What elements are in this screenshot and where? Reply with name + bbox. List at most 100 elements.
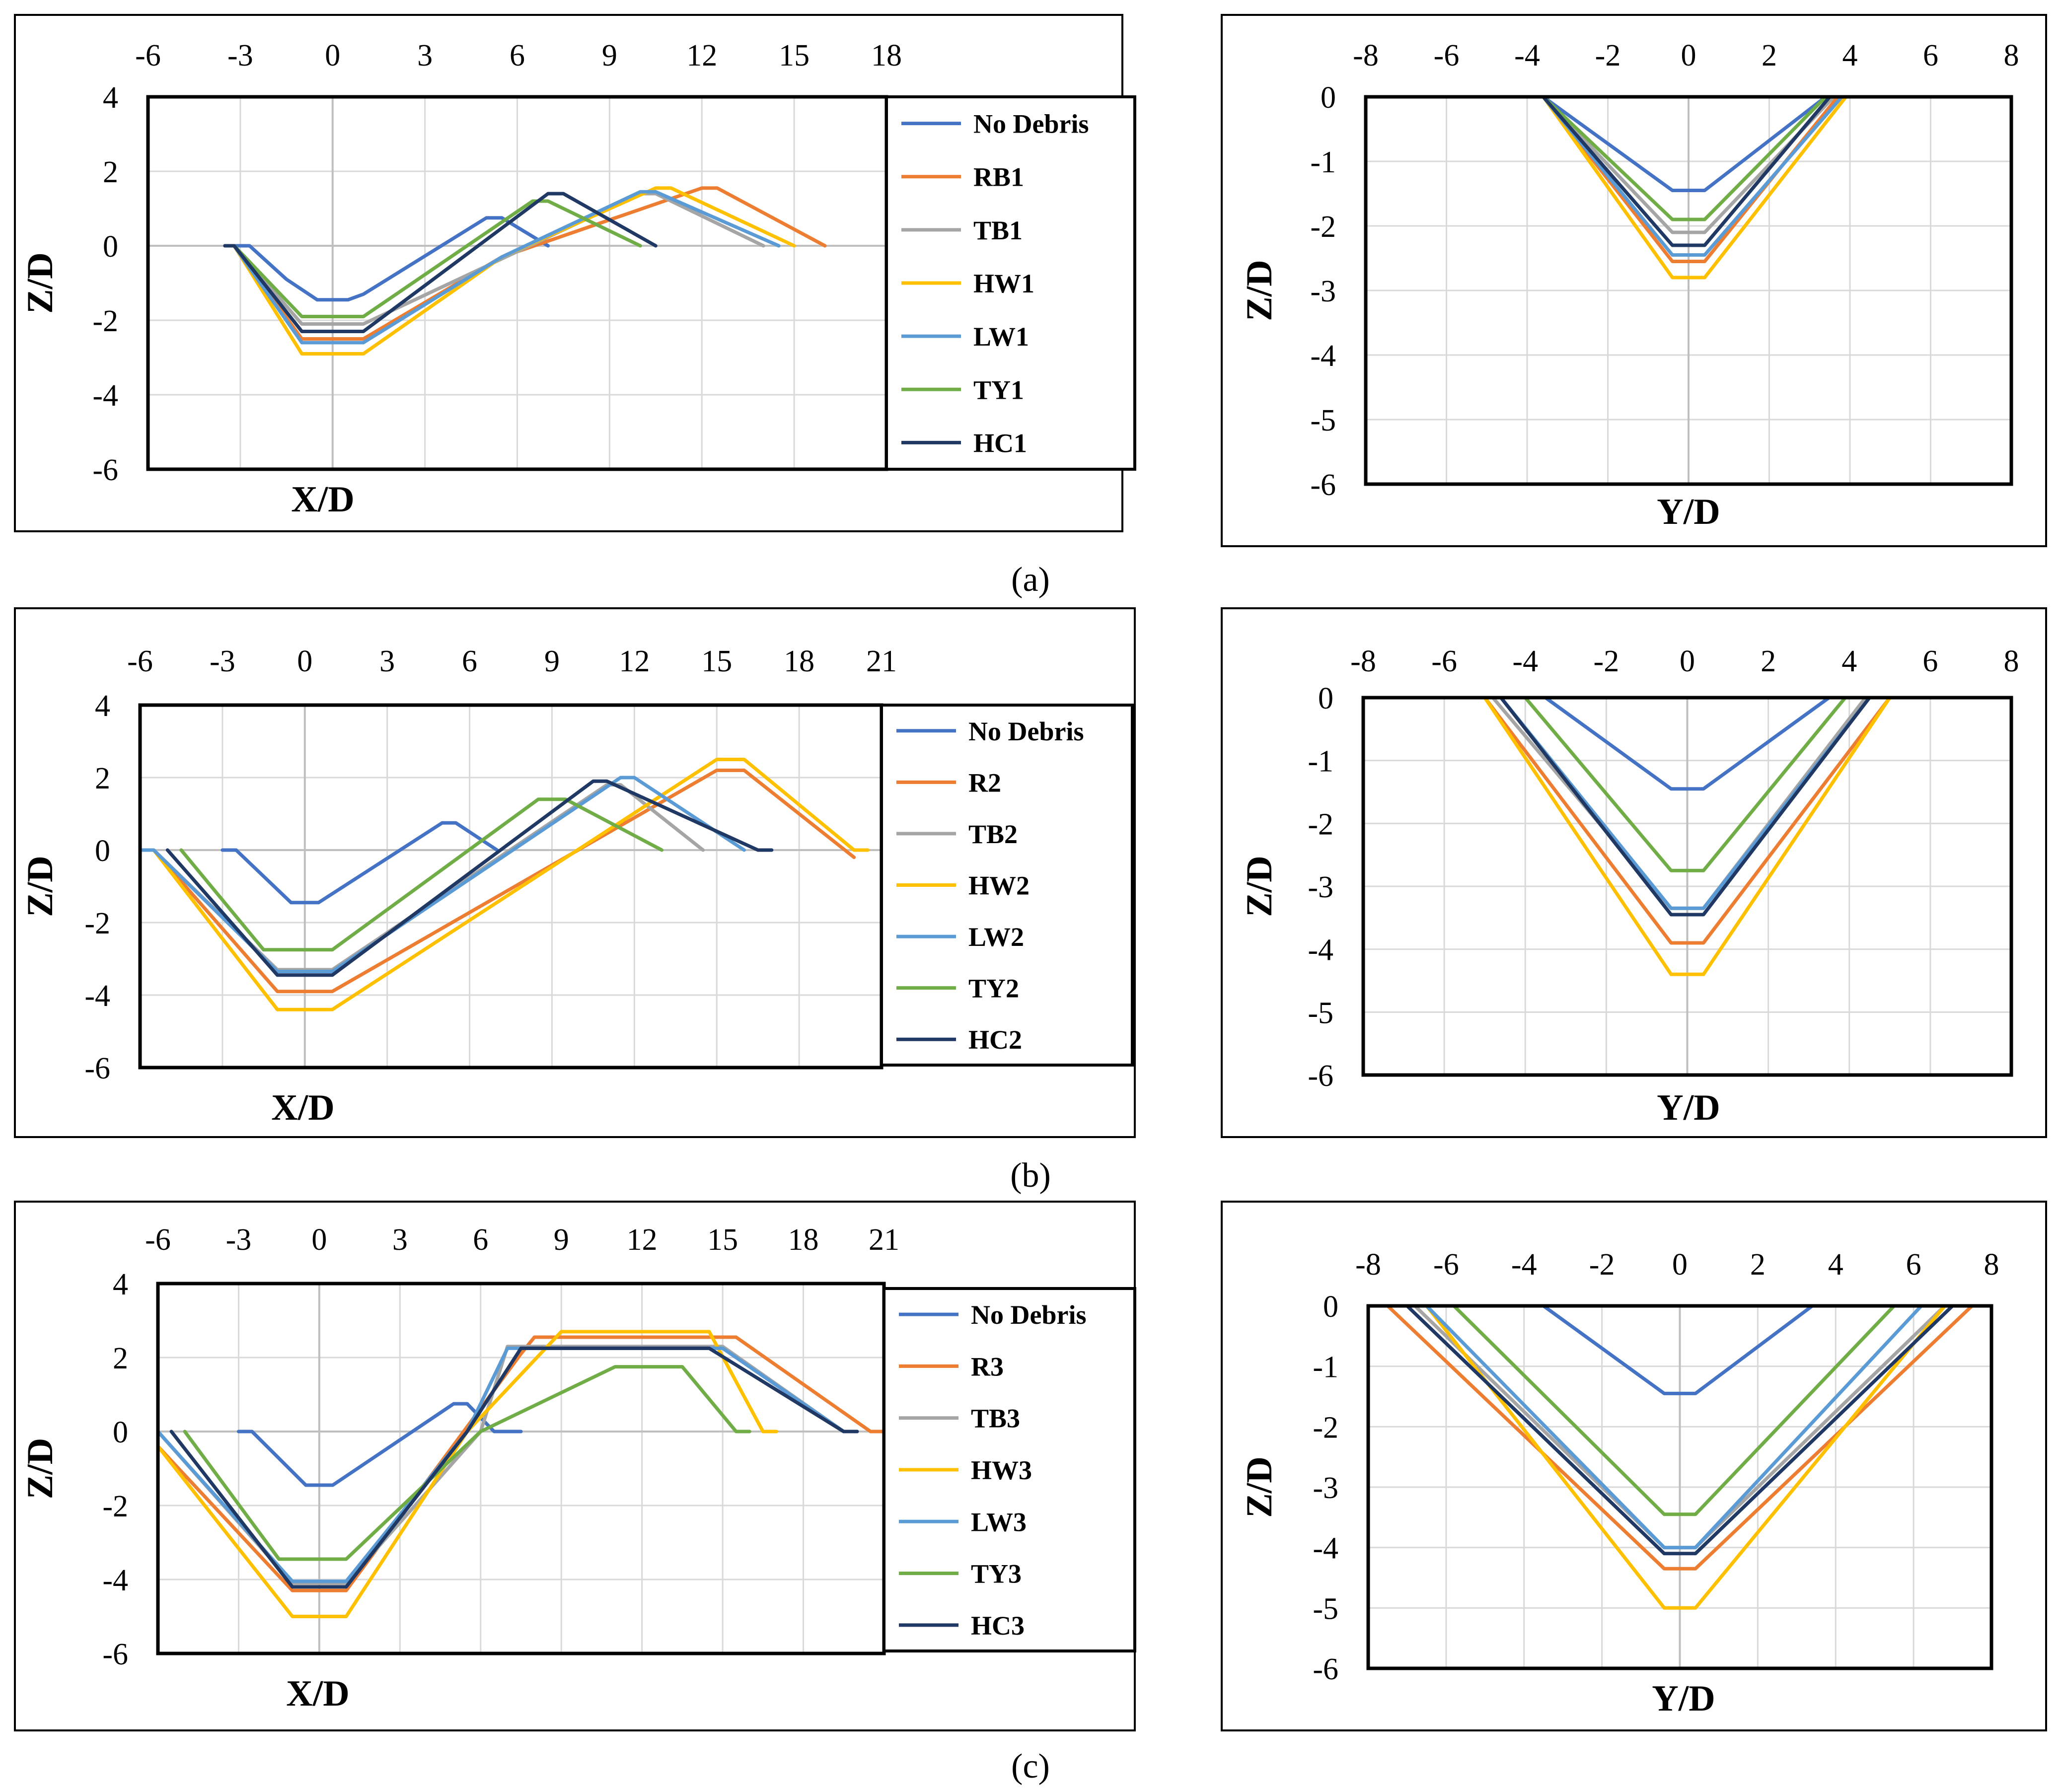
caption-b: (b) <box>1010 1156 1051 1195</box>
y-tick-label: 4 <box>113 1268 128 1301</box>
x-tick-label: 0 <box>1680 645 1695 678</box>
x-axis-title: X/D <box>291 479 354 520</box>
y-tick-label: -4 <box>84 979 110 1013</box>
x-axis-title: Y/D <box>1657 492 1720 532</box>
y-tick-label: -4 <box>1313 1532 1338 1566</box>
x-tick-label: 12 <box>627 1223 658 1257</box>
x-tick-label: 15 <box>707 1223 738 1257</box>
x-tick-label: -6 <box>145 1223 171 1257</box>
x-tick-label: 8 <box>1984 1248 1999 1282</box>
series-line-hw1 <box>1525 95 1864 280</box>
x-tick-label: 3 <box>417 39 433 72</box>
x-tick-label: -8 <box>1350 645 1376 678</box>
x-tick-label: -8 <box>1355 1248 1381 1282</box>
y-tick-label: -1 <box>1308 745 1333 779</box>
x-tick-label: -4 <box>1512 645 1538 678</box>
y-tick-label: -5 <box>1308 996 1333 1030</box>
legend-label: R3 <box>971 1352 1004 1381</box>
y-tick-label: 2 <box>95 762 110 795</box>
x-tick-label: -6 <box>1433 1248 1459 1282</box>
series-line-hw3 <box>156 1330 778 1618</box>
y-tick-label: 2 <box>103 155 118 189</box>
x-tick-label: 4 <box>1828 1248 1843 1282</box>
y-tick-label: -3 <box>1310 275 1336 308</box>
x-tick-label: -4 <box>1511 1248 1537 1282</box>
legend-label: No Debris <box>968 717 1084 746</box>
series-line-ty3 <box>183 1365 751 1561</box>
series-line-lw2 <box>138 776 746 973</box>
y-axis-title: Z/D <box>20 856 61 917</box>
x-tick-label: -2 <box>1589 1248 1615 1282</box>
series-line-ty3 <box>1452 1304 1896 1516</box>
x-tick-label: 21 <box>869 1223 899 1257</box>
x-tick-label: -8 <box>1353 39 1379 72</box>
x-tick-label: 6 <box>473 1223 488 1257</box>
y-tick-label: -2 <box>1308 807 1333 841</box>
legend-label: No Debris <box>973 109 1089 139</box>
y-tick-label: -1 <box>1310 145 1336 179</box>
y-tick-label: -6 <box>1310 468 1336 502</box>
y-tick-label: -4 <box>1308 933 1333 967</box>
caption-a: (a) <box>1011 561 1050 599</box>
plot-area <box>1361 696 2013 1077</box>
x-tick-label: -2 <box>1594 645 1619 678</box>
chart-b-x: -6 -3 0 3 6 9 12 15 18 21 4 2 0 -2 -4 -6 No Debris R2 TB2 H… <box>14 607 1136 1138</box>
legend-label: LW2 <box>968 922 1024 952</box>
y-tick-label: 0 <box>113 1416 128 1449</box>
legend-label: HW3 <box>971 1455 1032 1485</box>
x-tick-label: -6 <box>127 645 153 678</box>
plot-area <box>1366 1304 1993 1670</box>
x-tick-label: 9 <box>554 1223 569 1257</box>
legend-label: R2 <box>968 768 1001 797</box>
y-tick-label: -1 <box>1313 1351 1338 1384</box>
x-tick-label: 6 <box>1923 39 1938 72</box>
series-line-hw3 <box>1425 1304 1947 1610</box>
legend-label: HW1 <box>973 269 1034 298</box>
chart-b-y: -8 -6 -4 -2 0 2 4 6 8 0 -1 -2 -3 -4 -5 -6 Y/D Z/D <box>1221 607 2047 1138</box>
plot-area <box>138 703 883 1070</box>
legend-label: RB1 <box>973 162 1024 192</box>
y-axis-title: Z/D <box>1239 856 1280 917</box>
x-tick-label: 0 <box>1672 1248 1688 1282</box>
series-line-r2 <box>152 768 856 994</box>
x-tick-label: -3 <box>226 1223 252 1257</box>
y-axis-title: Z/D <box>1239 260 1280 321</box>
series-line-tb1 <box>223 192 765 326</box>
legend-label: HW2 <box>968 871 1030 901</box>
series-line-hc3 <box>1405 1304 1955 1556</box>
x-tick-label: 18 <box>871 39 902 72</box>
series-line-r3 <box>1386 1304 1974 1571</box>
series-line-no-debris <box>223 216 550 302</box>
x-tick-label: 15 <box>779 39 810 72</box>
x-tick-label: 2 <box>1750 1248 1766 1282</box>
x-tick-label: 0 <box>311 1223 327 1257</box>
caption-c: (c) <box>1011 1747 1050 1786</box>
y-tick-label: -3 <box>1313 1471 1338 1505</box>
chart-frame <box>1221 14 2047 547</box>
x-tick-label: 8 <box>2004 39 2019 72</box>
x-tick-label: 6 <box>1922 645 1938 678</box>
y-tick-label: -4 <box>92 379 118 413</box>
x-tick-label: 6 <box>462 645 477 678</box>
y-tick-label: -6 <box>84 1052 110 1085</box>
x-tick-label: 4 <box>1841 645 1857 678</box>
plot-area <box>1364 95 2013 486</box>
chart-a-x: -6 -3 0 3 6 9 12 15 18 4 2 0 -2 -4 -6 No Debris RB1 TB1 HW… <box>14 14 1136 532</box>
x-tick-label: 9 <box>602 39 617 72</box>
plot-area <box>156 1282 886 1655</box>
x-tick-label: 21 <box>866 645 897 678</box>
x-axis-title: X/D <box>286 1673 349 1714</box>
legend-label: TY1 <box>973 375 1024 405</box>
legend-label: HC3 <box>971 1611 1025 1641</box>
y-tick-label: -5 <box>1313 1592 1338 1626</box>
x-tick-label: -6 <box>135 39 161 72</box>
chart-frame <box>14 607 1136 1138</box>
y-tick-label: -3 <box>1308 870 1333 904</box>
x-tick-label: -6 <box>1434 39 1460 72</box>
x-tick-label: -3 <box>227 39 253 72</box>
x-axis-title: Y/D <box>1652 1678 1715 1719</box>
x-tick-label: 15 <box>701 645 732 678</box>
chart-c-x: -6 -3 0 3 6 9 12 15 18 21 4 2 0 -2 -4 -6 No Debris R3 TB3 H… <box>14 1201 1136 1731</box>
series-line-hw1 <box>223 186 796 356</box>
y-axis-title: Z/D <box>20 1438 61 1499</box>
